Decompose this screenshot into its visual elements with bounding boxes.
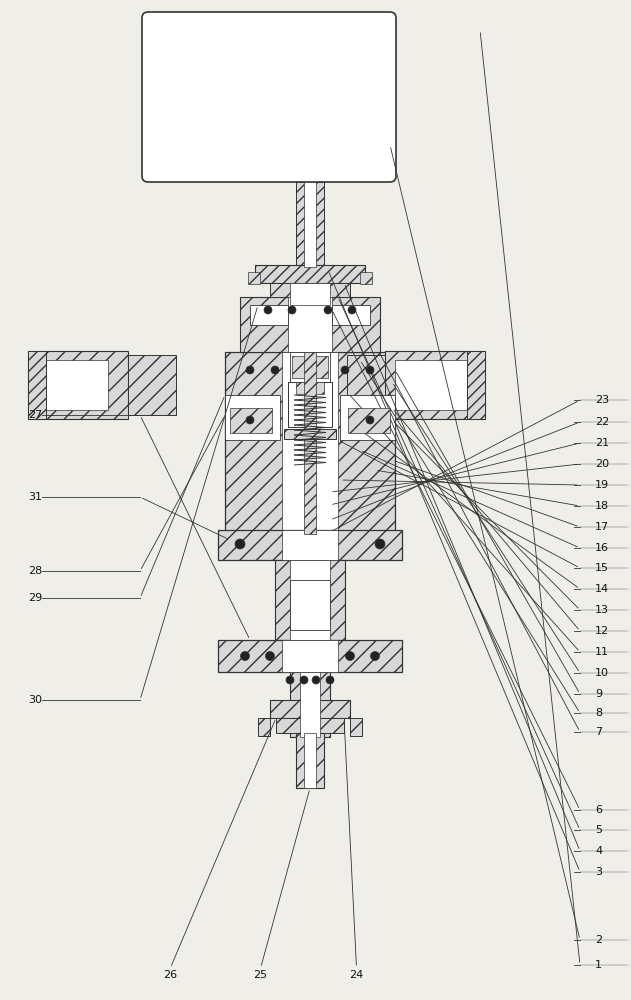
Text: 28: 28 <box>28 566 42 576</box>
Bar <box>290 352 330 382</box>
Text: 26: 26 <box>163 970 177 980</box>
Bar <box>304 182 316 267</box>
Circle shape <box>246 366 254 374</box>
Circle shape <box>375 539 385 549</box>
Bar <box>282 640 338 672</box>
Text: 12: 12 <box>595 626 609 636</box>
Text: 7: 7 <box>595 727 602 737</box>
Bar <box>230 408 272 433</box>
Text: 2: 2 <box>595 935 602 945</box>
Circle shape <box>312 676 320 684</box>
Text: 18: 18 <box>595 501 609 511</box>
Bar <box>240 297 380 352</box>
Text: 9: 9 <box>595 689 602 699</box>
Bar <box>248 272 260 284</box>
Text: 14: 14 <box>595 584 609 594</box>
Polygon shape <box>350 718 362 736</box>
Circle shape <box>348 306 356 314</box>
Bar <box>250 305 288 325</box>
Bar <box>292 356 328 378</box>
Bar <box>225 352 395 534</box>
Bar <box>282 530 338 560</box>
Bar <box>340 395 395 440</box>
Circle shape <box>235 539 245 549</box>
Circle shape <box>300 676 308 684</box>
Bar <box>360 272 372 284</box>
Bar <box>296 382 324 394</box>
Bar <box>128 355 176 415</box>
Text: 25: 25 <box>254 970 268 980</box>
Text: 10: 10 <box>595 668 609 678</box>
Bar <box>304 352 316 534</box>
Text: 17: 17 <box>595 522 609 532</box>
Bar <box>28 360 108 410</box>
Text: 15: 15 <box>595 563 609 573</box>
Bar <box>290 560 330 640</box>
Bar <box>28 351 128 419</box>
Circle shape <box>240 652 249 660</box>
Polygon shape <box>258 718 270 736</box>
Bar <box>290 283 330 305</box>
Text: 6: 6 <box>595 805 602 815</box>
Text: 16: 16 <box>595 543 609 553</box>
Bar <box>467 351 485 419</box>
Text: 24: 24 <box>350 970 363 980</box>
Bar <box>288 382 332 427</box>
Bar <box>304 733 316 788</box>
Bar <box>288 297 332 352</box>
FancyBboxPatch shape <box>142 12 396 182</box>
Bar <box>296 733 324 788</box>
Text: 21: 21 <box>595 438 609 448</box>
Text: 19: 19 <box>595 480 609 490</box>
Bar <box>296 182 324 267</box>
Text: 20: 20 <box>595 459 609 469</box>
Circle shape <box>286 676 294 684</box>
Text: 27: 27 <box>28 410 42 420</box>
Circle shape <box>246 416 254 424</box>
Text: 8: 8 <box>595 708 602 718</box>
Circle shape <box>271 366 279 374</box>
Circle shape <box>346 652 355 660</box>
Text: 22: 22 <box>595 417 610 427</box>
Circle shape <box>264 306 272 314</box>
Bar <box>28 351 46 419</box>
Circle shape <box>366 416 374 424</box>
Bar <box>270 283 350 297</box>
Circle shape <box>366 366 374 374</box>
Circle shape <box>341 366 349 374</box>
Bar <box>332 305 370 325</box>
Bar <box>276 718 344 733</box>
Text: 23: 23 <box>595 395 609 405</box>
Circle shape <box>266 652 274 660</box>
Bar <box>270 700 350 718</box>
Circle shape <box>288 306 296 314</box>
Bar <box>395 360 475 410</box>
Circle shape <box>326 676 334 684</box>
Text: 31: 31 <box>28 492 42 502</box>
Circle shape <box>370 652 379 660</box>
Text: 1: 1 <box>595 960 602 970</box>
Text: 29: 29 <box>28 593 42 603</box>
Bar <box>290 580 330 630</box>
Bar <box>300 672 320 737</box>
Bar <box>284 429 336 439</box>
Circle shape <box>324 306 332 314</box>
Bar <box>385 351 485 419</box>
Text: 11: 11 <box>595 647 609 657</box>
Bar <box>290 672 330 737</box>
Text: 3: 3 <box>595 867 602 877</box>
Bar <box>255 265 365 283</box>
Bar <box>218 530 402 560</box>
Bar <box>282 352 338 534</box>
Text: 30: 30 <box>28 695 42 705</box>
Text: 13: 13 <box>595 605 609 615</box>
Text: 4: 4 <box>595 846 602 856</box>
Bar <box>347 355 385 415</box>
Bar <box>275 560 345 640</box>
Text: 5: 5 <box>595 825 602 835</box>
Bar <box>348 408 390 433</box>
Bar <box>225 395 280 440</box>
Bar <box>218 640 402 672</box>
